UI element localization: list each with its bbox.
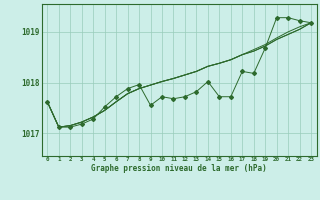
X-axis label: Graphe pression niveau de la mer (hPa): Graphe pression niveau de la mer (hPa) [91,164,267,173]
